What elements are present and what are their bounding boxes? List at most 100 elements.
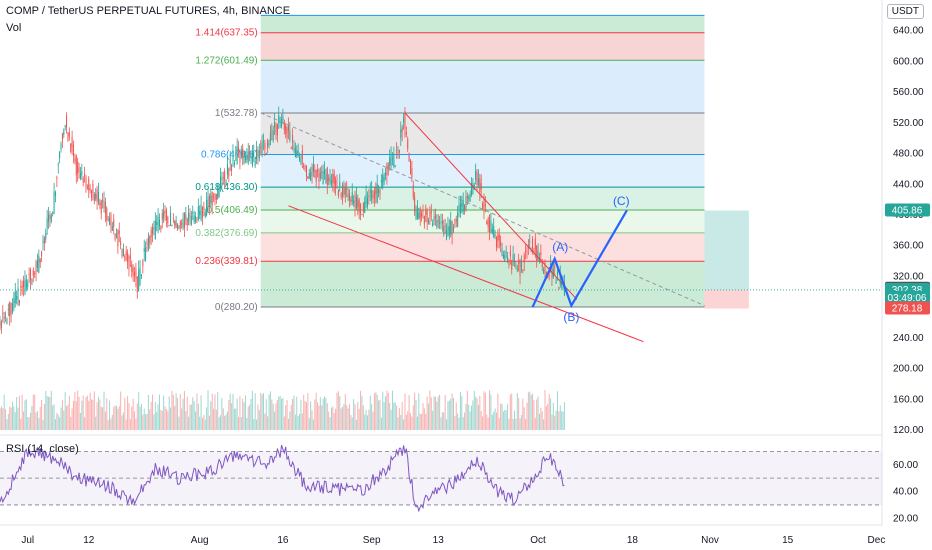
- candle-body: [380, 179, 382, 183]
- candle-body: [283, 122, 285, 130]
- candle-body: [556, 272, 558, 276]
- candle-body: [398, 150, 400, 153]
- fib-level-label: 0.382(376.69): [195, 228, 257, 239]
- candle-body: [261, 142, 263, 154]
- volume-bar: [158, 394, 160, 430]
- volume-bar: [317, 402, 319, 430]
- candle-body: [486, 221, 488, 225]
- volume-bar: [249, 404, 251, 430]
- candle-body: [177, 223, 179, 229]
- volume-bar: [307, 393, 309, 430]
- candle-body: [220, 176, 221, 189]
- candle-body: [171, 225, 173, 227]
- candle-body: [369, 191, 371, 193]
- candle-body: [207, 196, 209, 211]
- volume-bar: [50, 390, 52, 430]
- volume-bar: [269, 391, 271, 430]
- candle-body: [279, 121, 281, 124]
- candle-body: [447, 225, 449, 232]
- candle-body: [538, 257, 540, 262]
- volume-bar: [224, 415, 226, 430]
- volume-bar: [371, 403, 373, 430]
- volume-bar: [220, 415, 221, 430]
- candle-body: [378, 189, 380, 194]
- volume-bar: [217, 392, 219, 430]
- volume-bar: [357, 402, 359, 430]
- volume-bar: [430, 397, 432, 430]
- volume-bar: [376, 394, 378, 430]
- volume-bar: [394, 402, 396, 430]
- volume-bar: [443, 412, 445, 430]
- volume-bar: [472, 400, 474, 430]
- candle-body: [487, 218, 489, 228]
- volume-bar: [134, 411, 136, 430]
- volume-bar: [501, 403, 503, 430]
- candle-body: [372, 194, 374, 197]
- candle-body: [113, 219, 115, 227]
- volume-bar: [398, 407, 400, 430]
- candle-body: [201, 207, 203, 218]
- candle-body: [254, 160, 256, 166]
- candle-body: [383, 176, 385, 183]
- candle-body: [444, 225, 446, 228]
- currency-badge[interactable]: USDT: [886, 4, 924, 19]
- volume-bar: [207, 390, 209, 430]
- candle-body: [440, 221, 442, 223]
- volume-bar: [190, 404, 192, 430]
- candle-body: [222, 176, 224, 178]
- rsi-label: RSI (14, close): [6, 443, 79, 455]
- candle-body: [545, 271, 547, 277]
- fib-level-label: 1.414(637.35): [195, 28, 257, 39]
- volume-bar: [215, 409, 217, 430]
- candle-body: [367, 197, 368, 207]
- candle-body: [16, 296, 18, 300]
- volume-bar: [461, 396, 463, 430]
- volume-bar: [508, 418, 510, 430]
- volume-bar: [354, 404, 356, 430]
- candle-body: [468, 197, 470, 199]
- candle-body: [462, 199, 464, 212]
- volume-bar: [500, 403, 502, 430]
- volume-bar: [414, 392, 416, 430]
- candle-body: [203, 207, 205, 210]
- volume-bar: [308, 418, 310, 430]
- volume-bar: [293, 395, 295, 430]
- candle-body: [253, 153, 255, 155]
- volume-bar: [514, 410, 515, 430]
- candle-body: [385, 172, 387, 176]
- volume-bar: [54, 419, 56, 430]
- volume-bar: [242, 398, 244, 430]
- candle-body: [82, 178, 84, 183]
- volume-bar: [405, 414, 407, 430]
- volume-bar: [389, 402, 391, 430]
- volume-bar: [486, 414, 488, 430]
- volume-bar: [418, 393, 420, 430]
- price-tag: [885, 203, 930, 217]
- candle-body: [457, 212, 459, 227]
- volume-bar: [362, 405, 364, 430]
- volume-bar: [75, 401, 77, 430]
- candle-body: [509, 251, 511, 257]
- candle-body: [182, 218, 184, 229]
- fib-zone: [260, 15, 705, 33]
- volume-bar: [25, 399, 27, 430]
- candle-body: [21, 286, 23, 288]
- candle-body: [293, 146, 295, 152]
- volume-bar: [142, 414, 144, 430]
- candle-body: [275, 124, 277, 133]
- volume-bar: [11, 401, 13, 430]
- volume-bar: [218, 417, 220, 430]
- volume-bar: [124, 397, 126, 430]
- volume-bar: [92, 399, 94, 430]
- volume-bar: [256, 419, 258, 430]
- volume-bar: [236, 398, 238, 430]
- volume-bar: [164, 406, 166, 430]
- fib-zone: [260, 232, 705, 262]
- candle-body: [322, 171, 324, 185]
- candle-body: [64, 125, 66, 127]
- candle-body: [523, 255, 525, 263]
- candle-body: [89, 188, 91, 190]
- candle-body: [160, 225, 162, 230]
- candle-body: [361, 214, 363, 216]
